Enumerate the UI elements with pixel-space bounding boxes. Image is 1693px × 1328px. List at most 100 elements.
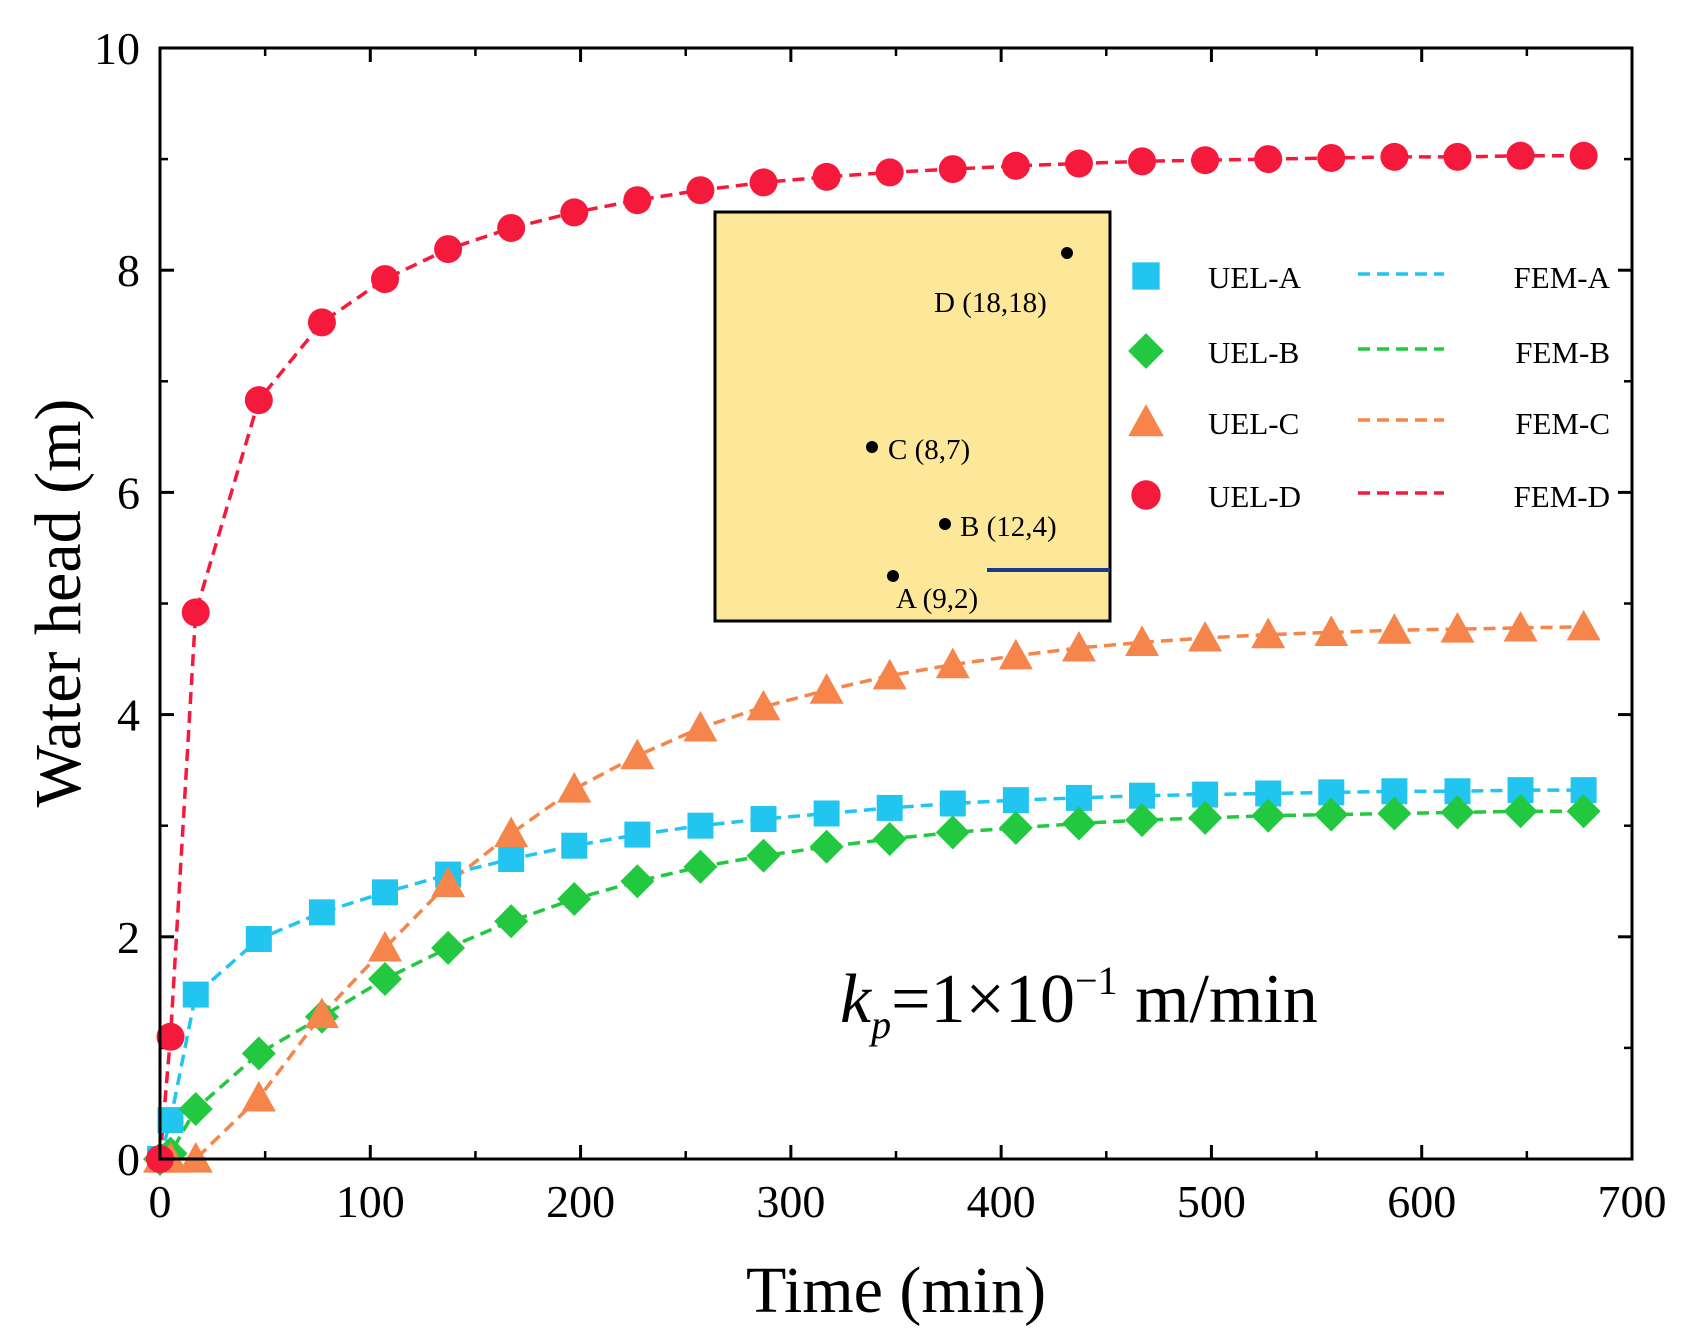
series-markers	[143, 141, 1601, 1176]
legend-label-fem-d: FEM-D	[1514, 479, 1610, 514]
inset-point-label: D (18,18)	[934, 287, 1047, 319]
data-point-uel-c	[1188, 620, 1223, 652]
data-point-uel-d	[244, 386, 273, 415]
data-point-uel-c	[178, 1142, 213, 1173]
data-point-uel-c	[746, 689, 781, 721]
data-point-uel-d	[1128, 147, 1157, 176]
y-tick-label: 8	[117, 245, 140, 296]
data-point-uel-c	[935, 647, 970, 679]
annotation-mantissa: =1×10	[891, 961, 1075, 1038]
data-point-uel-b	[557, 882, 592, 917]
data-point-uel-c	[557, 772, 592, 803]
data-point-uel-d	[623, 186, 652, 215]
data-point-uel-d	[1317, 143, 1346, 172]
inset-point-label: B (12,4)	[960, 511, 1057, 543]
x-tick-label: 100	[336, 1176, 405, 1227]
annotation-subscript: p	[868, 1002, 891, 1047]
data-point-uel-c	[872, 658, 907, 690]
legend-label-uel-c: UEL-C	[1208, 406, 1299, 441]
inset-point-dot	[887, 570, 899, 582]
data-point-uel-b	[1440, 795, 1475, 830]
legend-label-fem-c: FEM-C	[1515, 406, 1610, 441]
x-tick-label: 400	[967, 1176, 1036, 1227]
data-point-uel-b	[620, 864, 655, 899]
y-tick-label: 0	[117, 1134, 140, 1185]
data-point-uel-b	[809, 829, 844, 864]
permeability-annotation: kp=1×10−1 m/min	[840, 958, 1318, 1047]
data-point-uel-b	[494, 904, 529, 939]
data-point-uel-a	[245, 926, 272, 953]
data-point-uel-b	[1503, 794, 1538, 829]
data-point-uel-d	[371, 265, 400, 294]
legend-label-fem-a: FEM-A	[1514, 260, 1611, 295]
legend-label-uel-a: UEL-A	[1208, 260, 1302, 295]
legend: UEL-A UEL-B UEL-C UEL-D FEM-A FEM-B FEM-C FEM-D	[1128, 260, 1611, 514]
data-point-uel-a	[624, 821, 651, 848]
x-axis-title: Time (min)	[746, 1254, 1046, 1327]
data-point-uel-d	[1254, 145, 1283, 174]
data-point-uel-a	[372, 879, 399, 906]
data-point-uel-d	[1191, 146, 1220, 175]
series-line-fem-b	[159, 809, 1584, 1161]
legend-marker-uel-a	[1132, 262, 1160, 290]
y-tick-label: 10	[94, 23, 140, 74]
data-point-uel-d	[434, 235, 463, 264]
data-point-uel-c	[368, 930, 403, 962]
data-point-uel-d	[1569, 141, 1598, 170]
legend-label-uel-b: UEL-B	[1208, 335, 1299, 370]
data-point-uel-a	[308, 899, 335, 926]
x-tick-label: 0	[149, 1176, 172, 1227]
data-point-uel-b	[1566, 794, 1601, 829]
data-point-uel-b	[998, 810, 1033, 845]
data-point-uel-b	[872, 822, 907, 857]
legend-marker-uel-c	[1128, 404, 1164, 437]
data-point-uel-c	[1314, 615, 1349, 646]
data-point-uel-d	[497, 213, 526, 242]
x-tick-label: 300	[756, 1176, 825, 1227]
data-point-uel-a	[561, 832, 588, 859]
data-point-uel-b	[1251, 798, 1286, 833]
data-point-uel-d	[181, 598, 210, 627]
inset-map: A (9,2) B (12,4) C (8,7) D (18,18)	[713, 210, 1112, 623]
data-point-uel-c	[1251, 617, 1286, 649]
data-point-uel-a	[687, 812, 714, 839]
data-point-uel-b	[1314, 797, 1349, 832]
data-point-uel-c	[1377, 613, 1412, 644]
data-point-uel-a	[876, 794, 903, 821]
x-tick-label: 600	[1387, 1176, 1456, 1227]
data-point-uel-c	[431, 866, 466, 898]
data-point-uel-c	[1566, 609, 1601, 641]
data-point-uel-a	[1002, 787, 1029, 814]
inset-point-dot	[1061, 247, 1073, 259]
data-point-uel-b	[746, 838, 781, 873]
data-point-uel-a	[182, 981, 209, 1008]
inset-points: A (9,2) B (12,4) C (8,7) D (18,18)	[866, 247, 1073, 615]
data-point-uel-b	[1125, 803, 1160, 838]
data-point-uel-c	[683, 710, 718, 742]
inset-point-label: C (8,7)	[888, 434, 970, 466]
annotation-unit: m/min	[1118, 961, 1318, 1038]
annotation-superscript: −1	[1075, 958, 1118, 1003]
data-point-uel-d	[875, 158, 904, 187]
data-point-uel-d	[1506, 141, 1535, 170]
data-point-uel-b	[1061, 806, 1096, 841]
data-point-uel-c	[1440, 612, 1475, 643]
data-point-uel-c	[1061, 630, 1096, 662]
data-point-uel-d	[1064, 149, 1093, 178]
y-tick-label: 4	[117, 690, 140, 741]
inset-point-label: A (9,2)	[896, 583, 978, 615]
data-point-uel-b	[935, 815, 970, 850]
data-point-uel-b	[178, 1092, 213, 1127]
inset-point-dot	[866, 441, 878, 453]
data-point-uel-c	[241, 1080, 276, 1112]
x-tick-label: 500	[1177, 1176, 1246, 1227]
data-point-uel-d	[1001, 151, 1030, 180]
x-tick-label: 700	[1598, 1176, 1667, 1227]
data-point-uel-d	[812, 162, 841, 191]
data-point-uel-c	[304, 997, 339, 1029]
data-point-uel-a	[157, 1107, 184, 1134]
inset-point-dot	[939, 518, 951, 530]
plot-frame	[158, 46, 1634, 1161]
annotation-k: k	[840, 961, 873, 1038]
